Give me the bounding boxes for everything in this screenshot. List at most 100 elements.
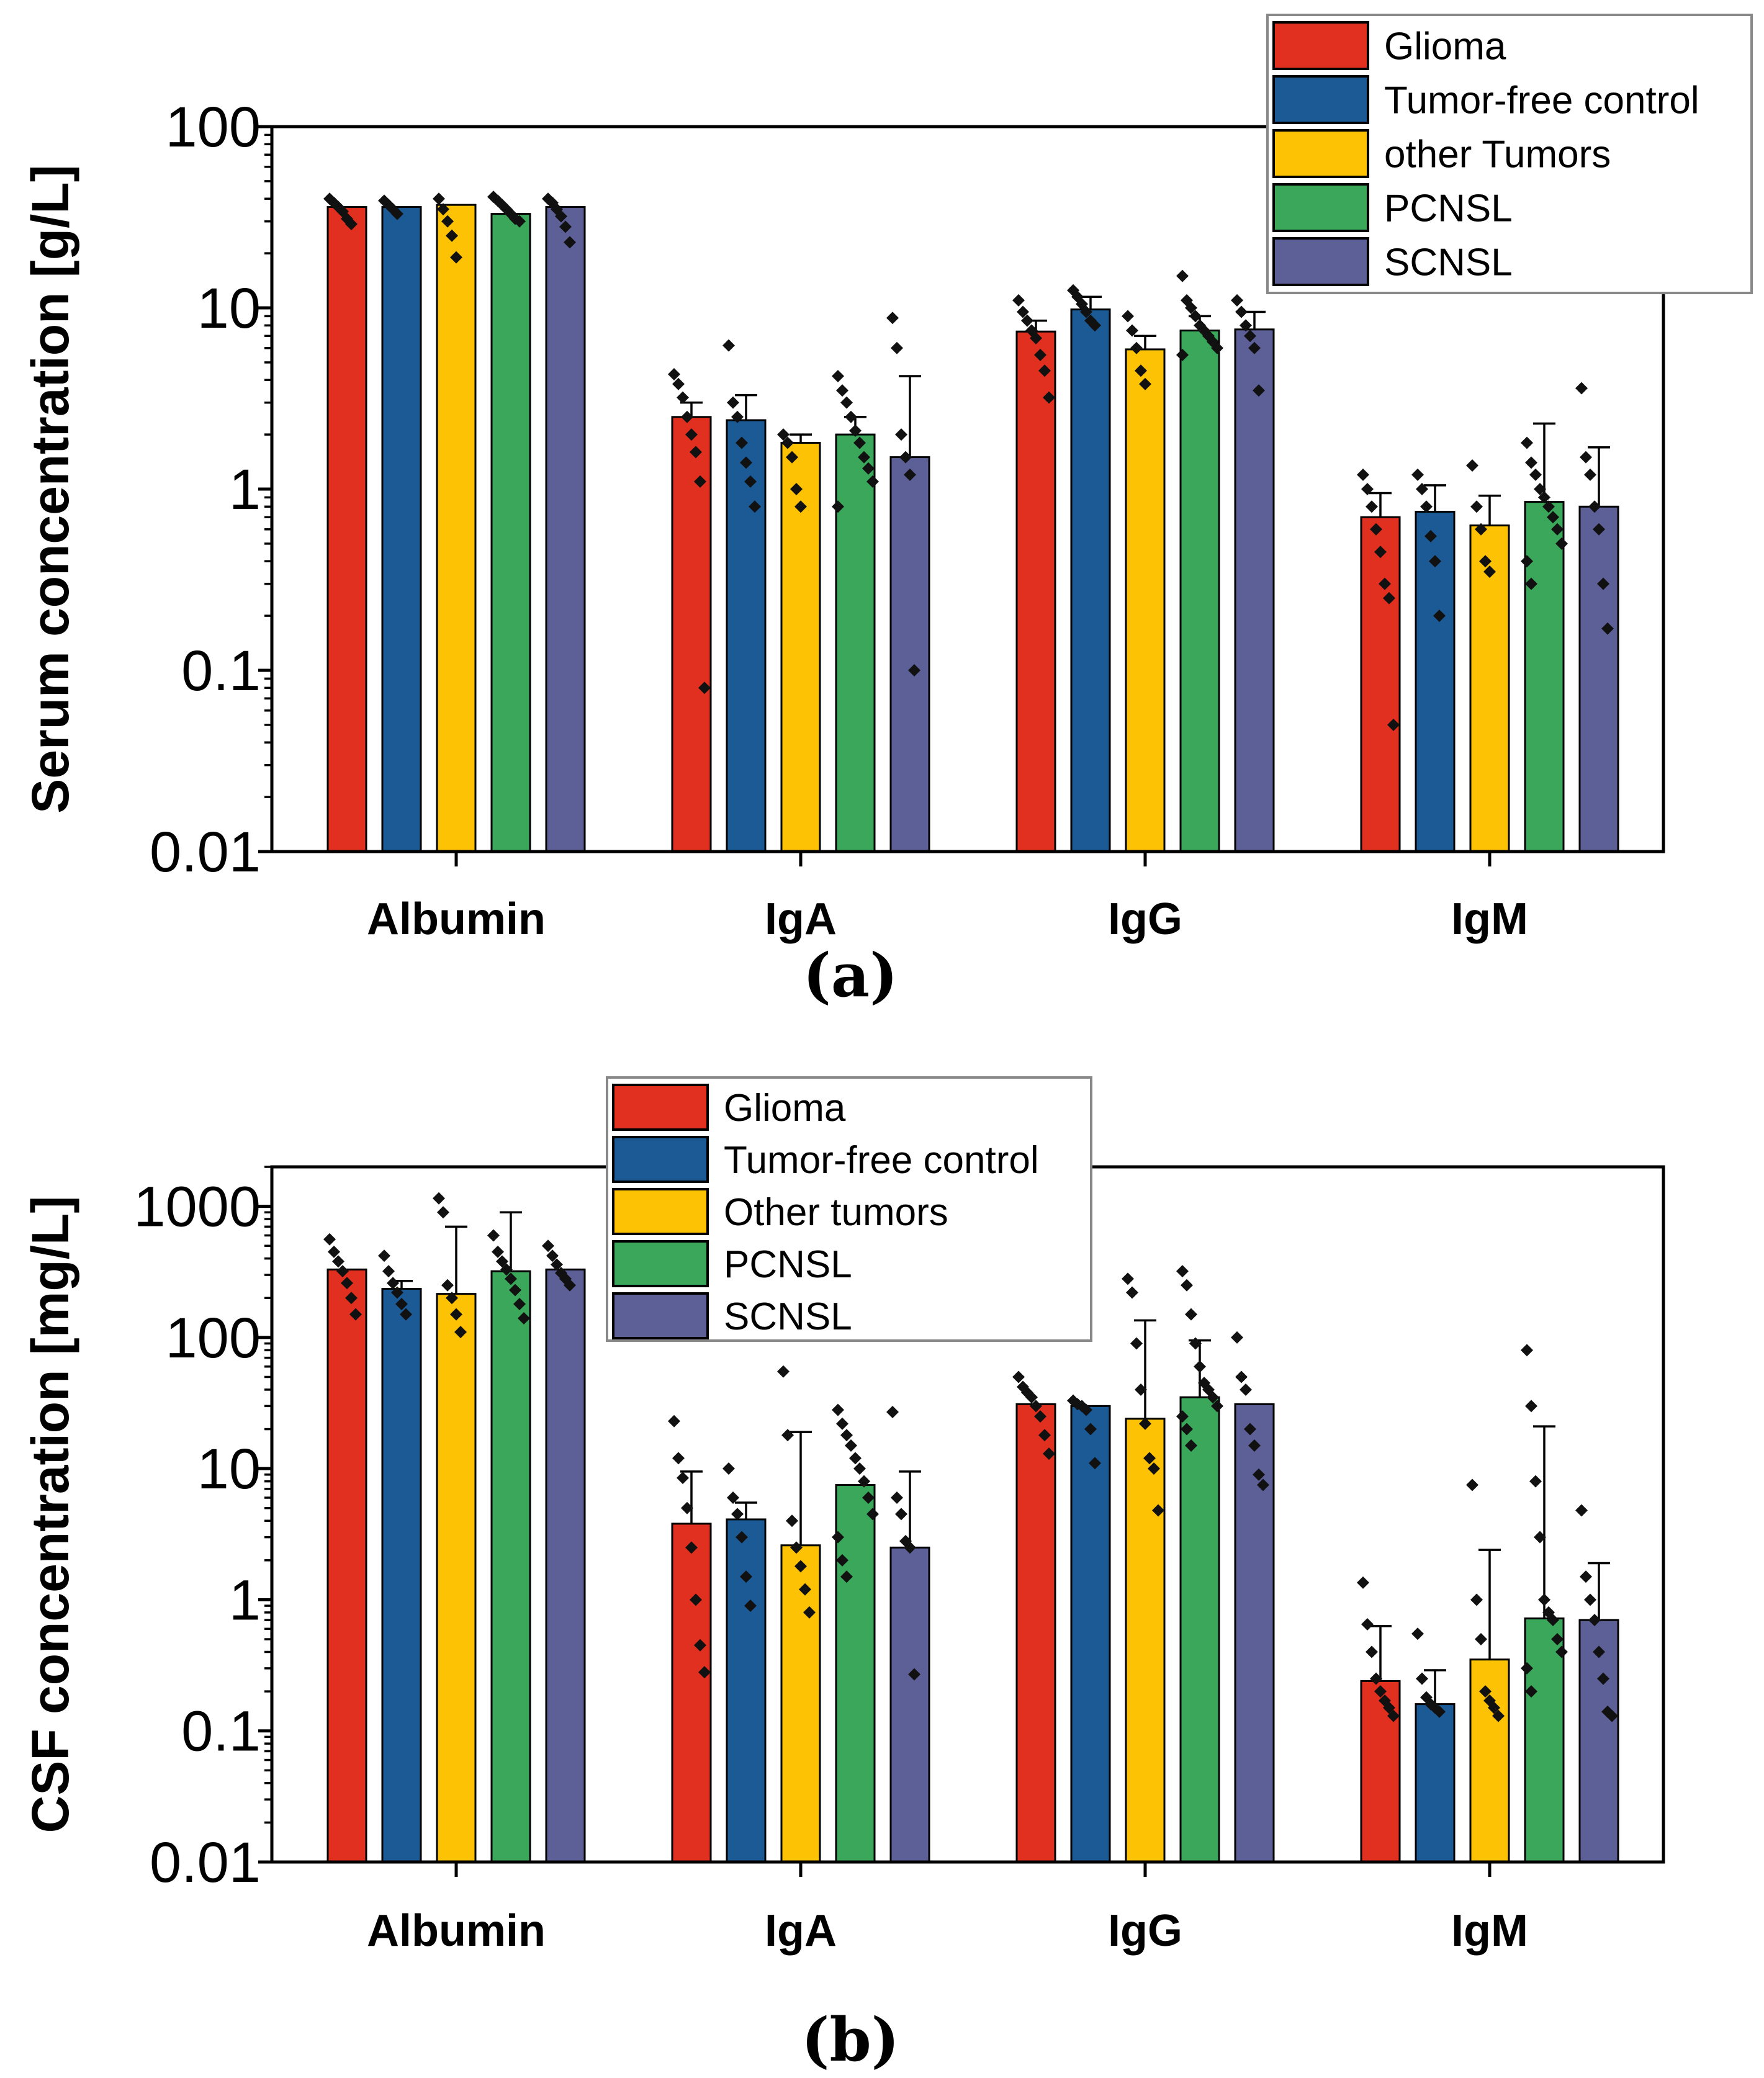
bar-pcnsl-albumin <box>490 1270 531 1863</box>
data-point-other-tumors-albumin <box>446 229 458 242</box>
data-point-tumor-free-control-iga <box>736 1531 748 1544</box>
data-point-glioma-iga <box>677 391 689 404</box>
data-point-glioma-igg <box>1038 364 1051 377</box>
data-point-pcnsl-albumin <box>513 215 526 228</box>
x-tick-label-igg: IgG <box>1108 894 1182 944</box>
data-point-scnsl-igm <box>1597 1672 1609 1685</box>
legend-swatch-tumor-free-control <box>612 1136 709 1183</box>
bar-pcnsl-iga <box>835 433 876 853</box>
data-point-other-tumors-iga <box>794 500 807 513</box>
y-tick-label: 1 <box>229 458 261 521</box>
data-point-pcnsl-igg <box>1176 348 1189 361</box>
legend-swatch-other-tumors <box>612 1188 709 1235</box>
data-point-pcnsl-iga <box>858 1475 870 1488</box>
data-point-tumor-free-control-albumin <box>378 1249 390 1262</box>
data-point-glioma-igm <box>1379 577 1391 590</box>
bar-scnsl-igg <box>1234 328 1275 853</box>
data-point-pcnsl-igg <box>1185 1308 1197 1321</box>
bar-other-tumors-igm <box>1469 524 1510 853</box>
data-point-tumor-free-control-igg <box>1089 319 1101 332</box>
data-point-pcnsl-igm <box>1521 555 1533 568</box>
panel-label: (a) <box>803 940 898 1010</box>
data-point-other-tumors-albumin <box>433 192 445 205</box>
data-point-glioma-igg <box>1012 294 1025 307</box>
data-point-other-tumors-iga <box>777 1365 790 1378</box>
bar-glioma-albumin <box>326 206 367 853</box>
bar-tumor-free-control-igm <box>1415 510 1456 853</box>
data-point-glioma-igm <box>1383 1701 1395 1714</box>
data-point-tumor-free-control-albumin <box>391 207 403 220</box>
data-point-tumor-free-control-igm <box>1429 555 1441 568</box>
data-point-pcnsl-iga <box>832 1403 844 1416</box>
data-point-scnsl-iga <box>899 451 912 464</box>
data-point-glioma-igm <box>1366 1645 1378 1658</box>
data-point-pcnsl-iga <box>836 384 848 397</box>
legend-swatch-pcnsl <box>612 1240 709 1287</box>
bar-tumor-free-control-igg <box>1070 1405 1111 1863</box>
legend-swatch-pcnsl <box>1272 183 1369 232</box>
data-point-scnsl-iga <box>908 664 920 677</box>
legend-swatch-glioma <box>612 1084 709 1131</box>
data-point-scnsl-igm <box>1580 1570 1592 1583</box>
data-point-glioma-iga <box>668 368 680 381</box>
data-point-pcnsl-igm <box>1521 1344 1533 1357</box>
legend-label-tumor-free-control: Tumor-free control <box>724 1139 1039 1182</box>
data-point-scnsl-albumin <box>564 1279 576 1292</box>
data-point-glioma-iga <box>694 475 706 488</box>
data-point-pcnsl-iga <box>832 1531 844 1544</box>
data-point-tumor-free-control-igm <box>1433 1705 1446 1718</box>
data-point-scnsl-albumin <box>551 1258 563 1271</box>
data-point-pcnsl-albumin <box>492 1245 504 1258</box>
data-point-tumor-free-control-igm <box>1411 468 1424 481</box>
bar-other-tumors-iga <box>780 1544 821 1863</box>
bar-scnsl-igm <box>1578 505 1619 853</box>
x-tick-label-igm: IgM <box>1451 1906 1528 1956</box>
data-point-other-tumors-iga <box>799 1583 811 1596</box>
bar-other-tumors-albumin <box>436 1293 477 1863</box>
data-point-pcnsl-iga <box>853 436 866 449</box>
bar-other-tumors-albumin <box>436 204 477 853</box>
data-point-tumor-free-control-igm <box>1420 500 1433 513</box>
y-tick-label: 0.1 <box>181 639 261 703</box>
data-point-scnsl-albumin <box>559 220 572 233</box>
legend-swatch-scnsl <box>1272 237 1369 286</box>
legend: Glioma Tumor-free control other Tumors PCNS… <box>1266 14 1753 294</box>
bar-pcnsl-igg <box>1179 1396 1220 1863</box>
data-point-scnsl-igg <box>1248 341 1261 354</box>
data-point-pcnsl-igg <box>1189 1337 1202 1350</box>
legend-label-tumor-free-control: Tumor-free control <box>1384 79 1699 122</box>
data-point-scnsl-igm <box>1593 1645 1605 1658</box>
data-point-pcnsl-iga <box>866 1508 879 1521</box>
bar-other-tumors-igg <box>1125 1418 1166 1863</box>
data-point-tumor-free-control-iga <box>736 436 748 449</box>
bar-tumor-free-control-iga <box>726 419 767 853</box>
bar-pcnsl-iga <box>835 1484 876 1863</box>
data-point-tumor-free-control-iga <box>727 1491 739 1505</box>
data-point-other-tumors-igg <box>1122 310 1134 323</box>
data-point-glioma-igg <box>1025 1391 1038 1404</box>
data-point-pcnsl-igm <box>1547 511 1559 524</box>
data-point-tumor-free-control-iga <box>749 500 761 513</box>
data-point-tumor-free-control-iga <box>722 1462 735 1475</box>
data-point-other-tumors-igg <box>1139 1417 1151 1430</box>
bar-tumor-free-control-albumin <box>381 206 422 853</box>
bar-glioma-albumin <box>326 1268 367 1863</box>
bar-scnsl-igg <box>1234 1403 1275 1863</box>
x-tick-label-albumin: Albumin <box>367 894 546 944</box>
data-point-scnsl-albumin <box>555 210 567 223</box>
data-point-tumor-free-control-igg <box>1084 1423 1097 1436</box>
y-tick-label: 0.1 <box>181 1700 261 1763</box>
data-point-pcnsl-igm <box>1555 1645 1568 1658</box>
legend-label-other-tumors: Other tumors <box>724 1191 948 1234</box>
data-point-scnsl-albumin <box>546 1249 559 1262</box>
data-point-glioma-albumin <box>323 1233 336 1246</box>
data-point-pcnsl-igm <box>1521 1662 1533 1675</box>
data-point-pcnsl-iga <box>862 1491 875 1505</box>
data-point-other-tumors-igg <box>1148 1462 1160 1475</box>
data-point-other-tumors-igm <box>1483 565 1496 578</box>
data-point-other-tumors-igm <box>1479 1685 1492 1698</box>
y-tick-label: 100 <box>166 1307 261 1370</box>
data-point-tumor-free-control-igg <box>1080 305 1092 318</box>
y-axis-label: Serum concentration [g/L] <box>21 164 79 813</box>
